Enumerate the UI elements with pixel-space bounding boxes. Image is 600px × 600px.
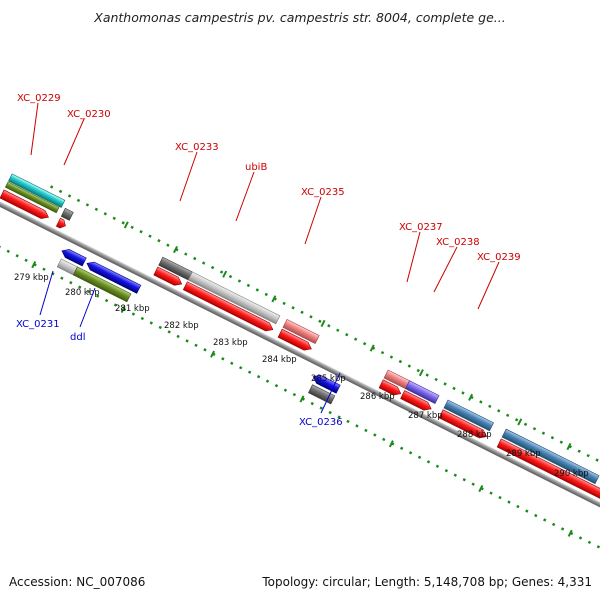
- gene-XC-0238-box[interactable]: [405, 380, 440, 404]
- forward-arrow-0239[interactable]: [438, 409, 489, 441]
- outer-major-ticks: [123, 221, 572, 451]
- forward-arrow-0235[interactable]: [277, 328, 313, 353]
- gene-label-XC-0230[interactable]: XC_0230: [67, 109, 111, 120]
- gene-label-XC-0238[interactable]: XC_0238: [436, 237, 480, 248]
- accession-text: Accession: NC_007086: [9, 575, 146, 589]
- reverse-gene-labels: XC_0231 ddl XC_0236: [16, 319, 343, 428]
- gene-label-XC-0233[interactable]: XC_0233: [175, 142, 219, 153]
- tick-label: 287 kbp: [408, 411, 443, 421]
- map-title: Xanthomonas campestris pv. campestris st…: [94, 10, 506, 25]
- gene-XC-0230-box[interactable]: [60, 207, 74, 221]
- tick-label: 284 kbp: [262, 355, 297, 365]
- forward-arrow-0229[interactable]: [0, 189, 51, 221]
- forward-cog-arrows: [0, 189, 600, 514]
- forward-arrow-0240[interactable]: [496, 438, 600, 514]
- reverse-gene-callouts: [39, 270, 341, 414]
- forward-arrow-ubiB[interactable]: [182, 281, 275, 334]
- forward-arrow-0237[interactable]: [378, 379, 403, 398]
- tick-label: 280 kbp: [65, 288, 100, 298]
- tick-label: 285 kbp: [311, 374, 346, 384]
- gene-label-ubiB[interactable]: ubiB: [245, 162, 267, 173]
- forward-gene-callouts: [30, 102, 500, 310]
- reverse-arrow-0231a[interactable]: [60, 247, 87, 267]
- tick-label: 288 kbp: [457, 430, 492, 440]
- gene-label-XC-0236[interactable]: XC_0236: [299, 417, 343, 428]
- gene-XC-0240-box[interactable]: [501, 428, 600, 485]
- gene-label-XC-0239[interactable]: XC_0239: [477, 252, 521, 263]
- gene-XC-0229b-box[interactable]: [4, 181, 60, 214]
- gene-XC-0236-box[interactable]: [308, 384, 336, 405]
- outer-dotted-track: [49, 185, 600, 492]
- position-labels: 279 kbp 280 kbp 281 kbp 282 kbp 283 kbp …: [14, 273, 589, 479]
- topology-text: Topology: circular; Length: 5,148,708 bp…: [262, 575, 592, 589]
- forward-arrow-0233[interactable]: [153, 266, 184, 288]
- tick-label: 283 kbp: [213, 338, 248, 348]
- reverse-arrow-0236[interactable]: [311, 373, 341, 394]
- gene-ddl-box[interactable]: [72, 266, 132, 303]
- inner-major-ticks: [31, 261, 573, 537]
- tick-label: 279 kbp: [14, 273, 49, 283]
- tick-label: 290 kbp: [554, 469, 589, 479]
- genome-backbone: [0, 191, 600, 537]
- gene-label-XC-0235[interactable]: XC_0235: [301, 187, 345, 198]
- gene-label-ddl[interactable]: ddl: [70, 332, 85, 343]
- gene-label-XC-0231[interactable]: XC_0231: [16, 319, 60, 330]
- gene-label-XC-0237[interactable]: XC_0237: [399, 222, 443, 233]
- forward-arrow-0230[interactable]: [55, 217, 67, 230]
- gene-label-XC-0229[interactable]: XC_0229: [17, 93, 61, 104]
- tick-label: 289 kbp: [506, 449, 541, 459]
- gene-XC-0239-box[interactable]: [443, 399, 494, 432]
- forward-arrow-0238[interactable]: [400, 390, 434, 413]
- tick-label: 286 kbp: [360, 392, 395, 402]
- gene-XC-0235-box[interactable]: [282, 318, 320, 344]
- gene-ubiB-box[interactable]: [187, 271, 281, 325]
- gene-XC-0229-box[interactable]: [8, 173, 66, 208]
- reverse-cog-arrows: [60, 247, 341, 394]
- tick-label: 281 kbp: [115, 304, 150, 314]
- reverse-arrow-ddl[interactable]: [85, 259, 142, 294]
- forward-gene-labels: XC_0229 XC_0230 XC_0233 ubiB XC_0235 XC_…: [17, 93, 521, 263]
- inner-dotted-track: [0, 218, 600, 561]
- tick-label: 282 kbp: [164, 321, 199, 331]
